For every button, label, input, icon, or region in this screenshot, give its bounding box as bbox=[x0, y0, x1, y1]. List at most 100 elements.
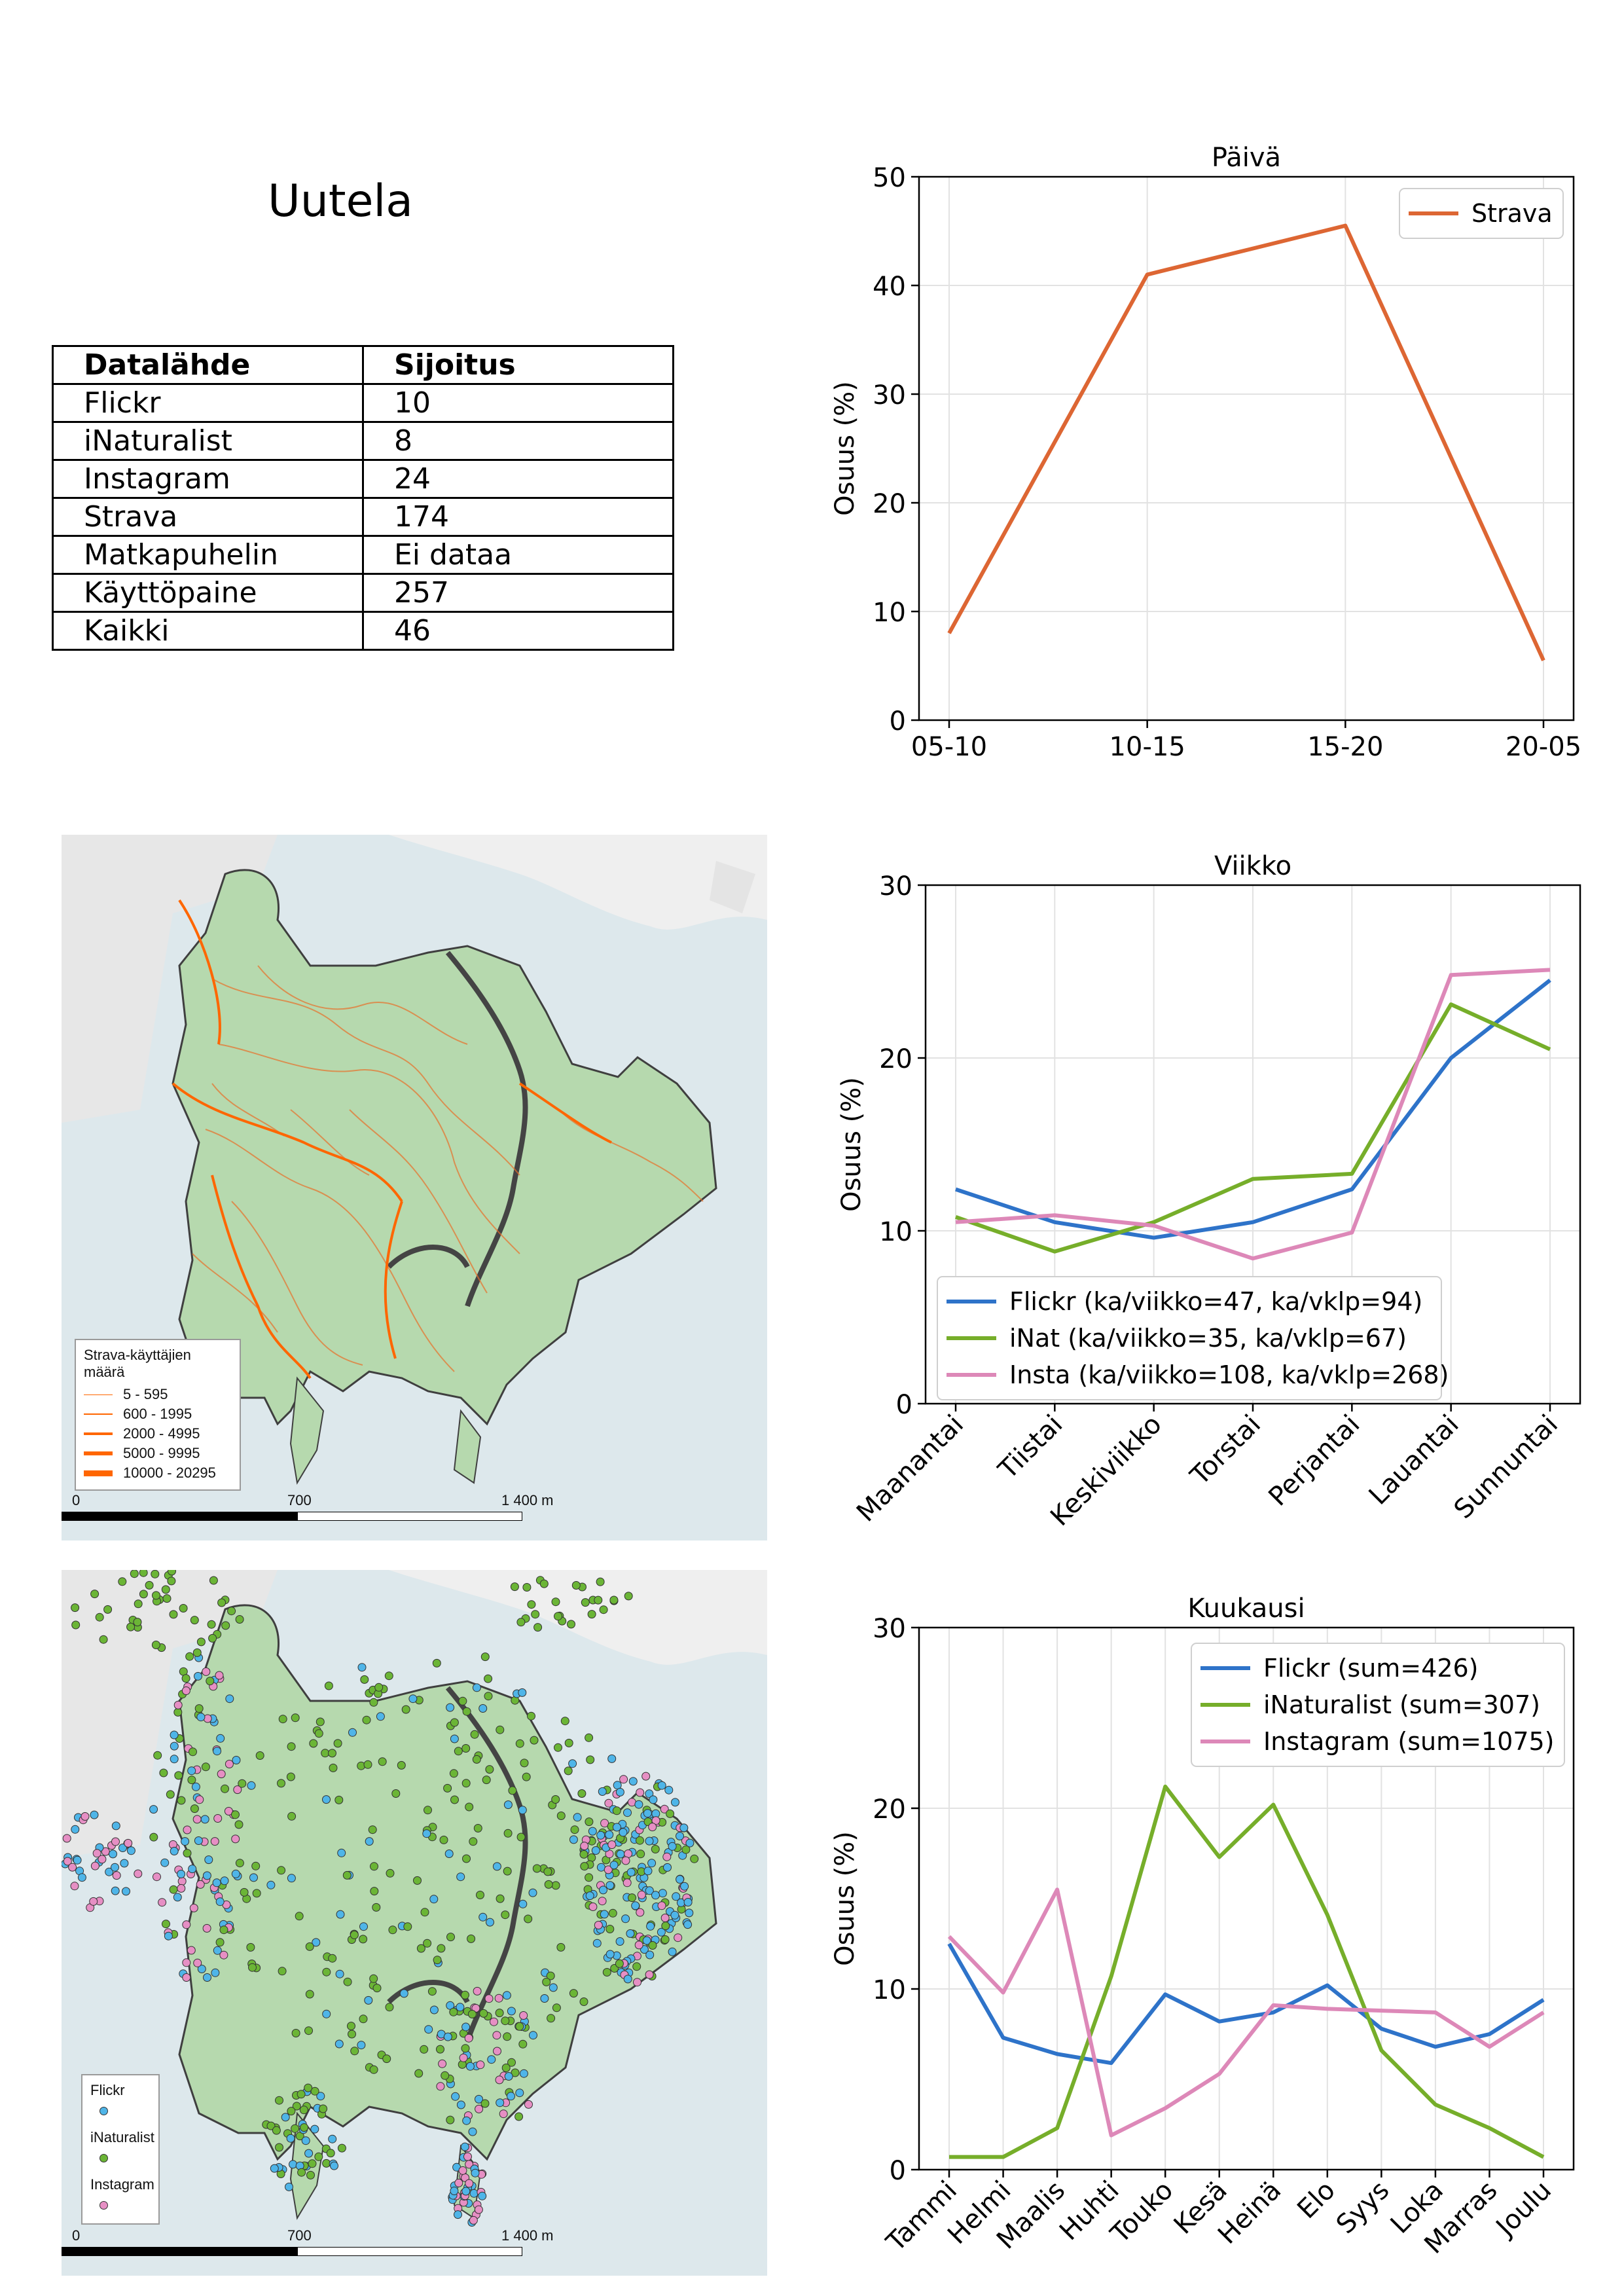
x-tick-label: Maanantai bbox=[851, 1410, 969, 1528]
observation-point bbox=[348, 2030, 356, 2039]
observation-point bbox=[524, 2100, 533, 2109]
y-tick-label: 30 bbox=[873, 1614, 906, 1644]
observation-point bbox=[388, 1925, 397, 1935]
observation-point bbox=[551, 1881, 560, 1890]
observation-point bbox=[690, 1854, 699, 1863]
observation-point bbox=[443, 1783, 452, 1793]
observation-point bbox=[581, 1598, 590, 1607]
observation-point bbox=[496, 1894, 505, 1903]
observation-point bbox=[316, 2092, 325, 2101]
points-legend-label: Flickr bbox=[90, 2082, 125, 2098]
observation-point bbox=[305, 1942, 314, 1951]
column-header-source: Datalähde bbox=[52, 345, 364, 385]
observation-point bbox=[167, 1576, 176, 1586]
observation-point bbox=[484, 1692, 493, 1701]
observation-point bbox=[122, 1887, 130, 1896]
observation-point bbox=[221, 1621, 230, 1630]
observation-point bbox=[450, 1795, 459, 1804]
observation-point bbox=[681, 1845, 691, 1854]
observation-point bbox=[516, 1832, 526, 1842]
observation-point bbox=[432, 1658, 441, 1667]
observation-point bbox=[70, 1882, 79, 1891]
observation-point bbox=[174, 1771, 183, 1780]
observation-point bbox=[333, 1739, 342, 1748]
observation-point bbox=[287, 1742, 296, 1751]
observation-point bbox=[385, 2003, 394, 2012]
observation-point bbox=[329, 1763, 338, 1772]
observation-point bbox=[162, 1594, 171, 1603]
observation-point bbox=[133, 1618, 142, 1627]
observation-point bbox=[499, 2109, 508, 2119]
observation-point bbox=[569, 1989, 578, 1998]
observation-point bbox=[518, 1688, 527, 1697]
observation-point bbox=[476, 2060, 485, 2069]
legend-label: Insta (ka/viikko=108, ka/vklp=268) bbox=[1009, 1360, 1449, 1389]
observation-point bbox=[530, 1736, 539, 1745]
observation-point bbox=[177, 1870, 186, 1878]
observation-point bbox=[134, 1869, 143, 1878]
observation-point bbox=[182, 1920, 191, 1929]
observation-point bbox=[319, 2104, 328, 2113]
strava-legend-item: 5 - 595 bbox=[84, 1385, 232, 1404]
observation-point bbox=[469, 2189, 478, 2198]
observation-point bbox=[612, 1823, 621, 1832]
x-tick-label: Joulu bbox=[1489, 2176, 1557, 2244]
observation-point bbox=[478, 1912, 488, 1922]
observation-point bbox=[299, 2105, 308, 2115]
observation-point bbox=[109, 1850, 117, 1859]
observation-point bbox=[365, 1837, 374, 1846]
table-cell-source: Instagram bbox=[52, 459, 364, 499]
observation-point bbox=[662, 1852, 672, 1861]
observation-point bbox=[596, 1863, 605, 1872]
observation-point bbox=[251, 1861, 261, 1870]
observation-point bbox=[663, 1863, 672, 1872]
observation-point bbox=[547, 2014, 556, 2023]
x-tick-label: 05-10 bbox=[911, 732, 987, 762]
observation-point bbox=[182, 1973, 191, 1982]
observation-point bbox=[542, 1977, 551, 1986]
observation-point bbox=[527, 1600, 536, 1609]
y-tick-label: 10 bbox=[873, 1975, 906, 2005]
observation-point bbox=[152, 1591, 160, 1600]
observation-point bbox=[612, 1806, 621, 1815]
observation-point bbox=[487, 2055, 496, 2064]
observation-point bbox=[90, 1810, 99, 1819]
observation-point bbox=[161, 1585, 170, 1594]
table-row: Käyttöpaine 257 bbox=[52, 573, 674, 613]
chart-title: Kuukausi bbox=[1187, 1594, 1305, 1624]
observation-point bbox=[196, 1880, 205, 1889]
observation-point bbox=[666, 1809, 675, 1818]
observation-point bbox=[304, 2149, 314, 2158]
observation-point bbox=[632, 1962, 641, 1971]
observation-point bbox=[427, 1987, 437, 1996]
table-cell-source: Käyttöpaine bbox=[52, 573, 364, 613]
observation-point bbox=[577, 1789, 586, 1798]
observation-point bbox=[645, 1970, 654, 1979]
observation-point bbox=[63, 1857, 72, 1866]
scale-bar-black bbox=[62, 1512, 297, 1521]
x-tick-label: Tammi bbox=[880, 2176, 963, 2258]
table-cell-source: Matkapuhelin bbox=[52, 535, 364, 575]
observation-point bbox=[463, 2152, 472, 2161]
observation-point bbox=[634, 1800, 643, 1809]
table-cell-rank: 8 bbox=[362, 421, 674, 461]
observation-point bbox=[522, 1583, 532, 1592]
observation-point bbox=[609, 1595, 619, 1605]
observation-point bbox=[495, 2075, 504, 2085]
observation-point bbox=[369, 2065, 378, 2074]
observation-point bbox=[605, 1881, 615, 1890]
observation-point bbox=[168, 1570, 176, 1576]
observation-point bbox=[181, 1837, 190, 1846]
observation-point bbox=[651, 1845, 660, 1853]
observation-point bbox=[196, 1713, 206, 1722]
observation-point bbox=[189, 1903, 198, 1912]
observation-point bbox=[496, 1725, 505, 1734]
observation-point bbox=[501, 2016, 510, 2026]
observation-point bbox=[334, 1795, 344, 1804]
observation-point bbox=[648, 1941, 657, 1950]
table-row: iNaturalist 8 bbox=[52, 421, 674, 461]
observation-point bbox=[469, 1837, 478, 1846]
scale-bar-white bbox=[297, 2247, 522, 2256]
observation-point bbox=[605, 1950, 615, 1959]
observation-point bbox=[297, 2168, 306, 2177]
